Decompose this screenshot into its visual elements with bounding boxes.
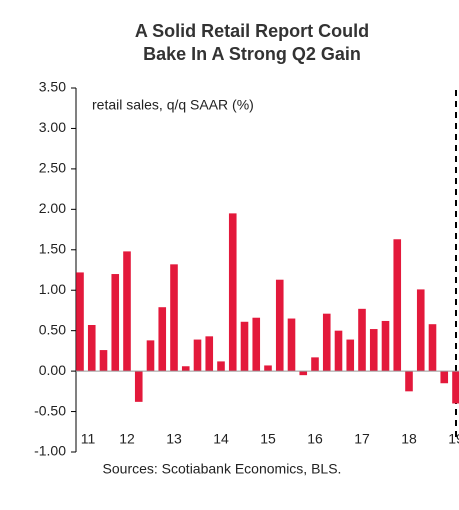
bar [322, 313, 331, 372]
bar [452, 371, 459, 404]
bar [76, 272, 84, 372]
bar [416, 289, 425, 372]
bar [393, 239, 402, 372]
y-tick-label: 3.00 [39, 119, 66, 135]
bar [217, 361, 225, 372]
x-tick-label: 17 [354, 431, 370, 447]
bar [240, 321, 249, 372]
bar [193, 339, 202, 372]
x-tick-label: 19 [448, 431, 459, 447]
x-tick-label: 13 [166, 431, 182, 447]
y-tick-label: 0.50 [39, 321, 66, 337]
bar [381, 320, 390, 372]
bar [228, 213, 237, 372]
x-tick-label: 16 [307, 431, 323, 447]
bar [405, 371, 413, 392]
y-tick-label: -1.00 [34, 443, 66, 459]
bar [252, 317, 261, 372]
bar [264, 365, 272, 372]
source: Sources: Scotiabank Economics, BLS. [103, 461, 342, 477]
y-tick-label: 2.00 [39, 200, 66, 216]
bar [181, 366, 190, 372]
bar [358, 308, 366, 372]
x-tick-label: 15 [260, 431, 276, 447]
y-tick-label: 2.50 [39, 160, 66, 176]
bar [287, 318, 296, 372]
x-tick-label: 12 [119, 431, 135, 447]
chart-title: Bake In A Strong Q2 Gain [143, 44, 361, 64]
x-tick-label: 18 [401, 431, 417, 447]
bar [205, 336, 214, 372]
bar [346, 339, 355, 372]
bar [170, 264, 178, 372]
bar [275, 279, 284, 372]
bar [146, 340, 155, 372]
y-tick-label: -0.50 [34, 402, 66, 418]
bar [158, 307, 167, 372]
x-tick-label: 14 [213, 431, 229, 447]
bar [87, 325, 96, 372]
bar [99, 350, 108, 372]
bar [369, 329, 378, 372]
bar [111, 274, 120, 372]
y-tick-label: 0.00 [39, 362, 66, 378]
annotation: retail sales, q/q SAAR (%) [92, 97, 254, 113]
y-tick-label: 1.50 [39, 240, 66, 256]
chart-title: A Solid Retail Report Could [135, 21, 369, 41]
bar [334, 330, 343, 372]
bar [311, 357, 319, 372]
x-tick-label: 11 [81, 431, 96, 447]
bar [440, 371, 449, 384]
y-tick-label: 1.00 [39, 281, 66, 297]
bar [299, 371, 308, 376]
bar [428, 324, 437, 372]
y-tick-label: 3.50 [39, 79, 66, 95]
bar [123, 251, 131, 372]
bar [134, 371, 143, 402]
